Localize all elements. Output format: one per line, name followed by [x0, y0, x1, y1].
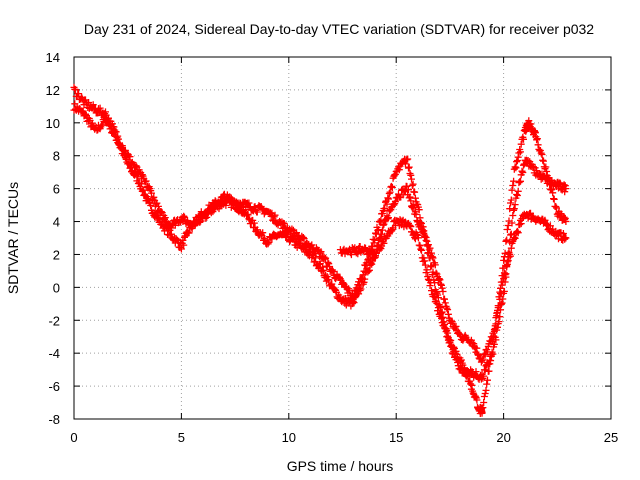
data-points: [70, 83, 570, 417]
y-tick-label: 10: [46, 116, 60, 131]
y-tick-label: 12: [46, 83, 60, 98]
chart-title: Day 231 of 2024, Sidereal Day-to-day VTE…: [84, 21, 594, 37]
y-tick-label: 6: [53, 182, 60, 197]
y-axis-title: SDTVAR / TECUs: [5, 182, 21, 294]
x-tick-label: 0: [70, 430, 77, 445]
data-markers: [336, 117, 570, 417]
y-tick-label: 8: [53, 149, 60, 164]
series-track-2: [70, 83, 570, 383]
data-markers: [70, 83, 570, 383]
x-axis-title: GPS time / hours: [287, 458, 394, 474]
y-tick-label: -8: [48, 412, 60, 427]
y-tick-label: 4: [53, 215, 60, 230]
y-tick-label: -4: [48, 346, 60, 361]
y-tick-label: 0: [53, 280, 60, 295]
y-tick-label: 2: [53, 247, 60, 262]
y-tick-label: -2: [48, 313, 60, 328]
y-tick-label: -6: [48, 379, 60, 394]
axis-tick-labels: 0 5 10 15 20 25 -8 -6 -4 -2 0 2 4 6 8 10 12 14: [46, 50, 619, 445]
plot-frame: [73, 56, 612, 420]
axis-ticks: [73, 56, 612, 420]
x-tick-label: 5: [178, 430, 185, 445]
x-tick-label: 20: [496, 430, 510, 445]
series-track-3: [336, 117, 570, 417]
x-tick-label: 15: [389, 430, 403, 445]
x-tick-label: 25: [604, 430, 618, 445]
x-tick-label: 10: [282, 430, 296, 445]
y-tick-label: 14: [46, 50, 60, 65]
